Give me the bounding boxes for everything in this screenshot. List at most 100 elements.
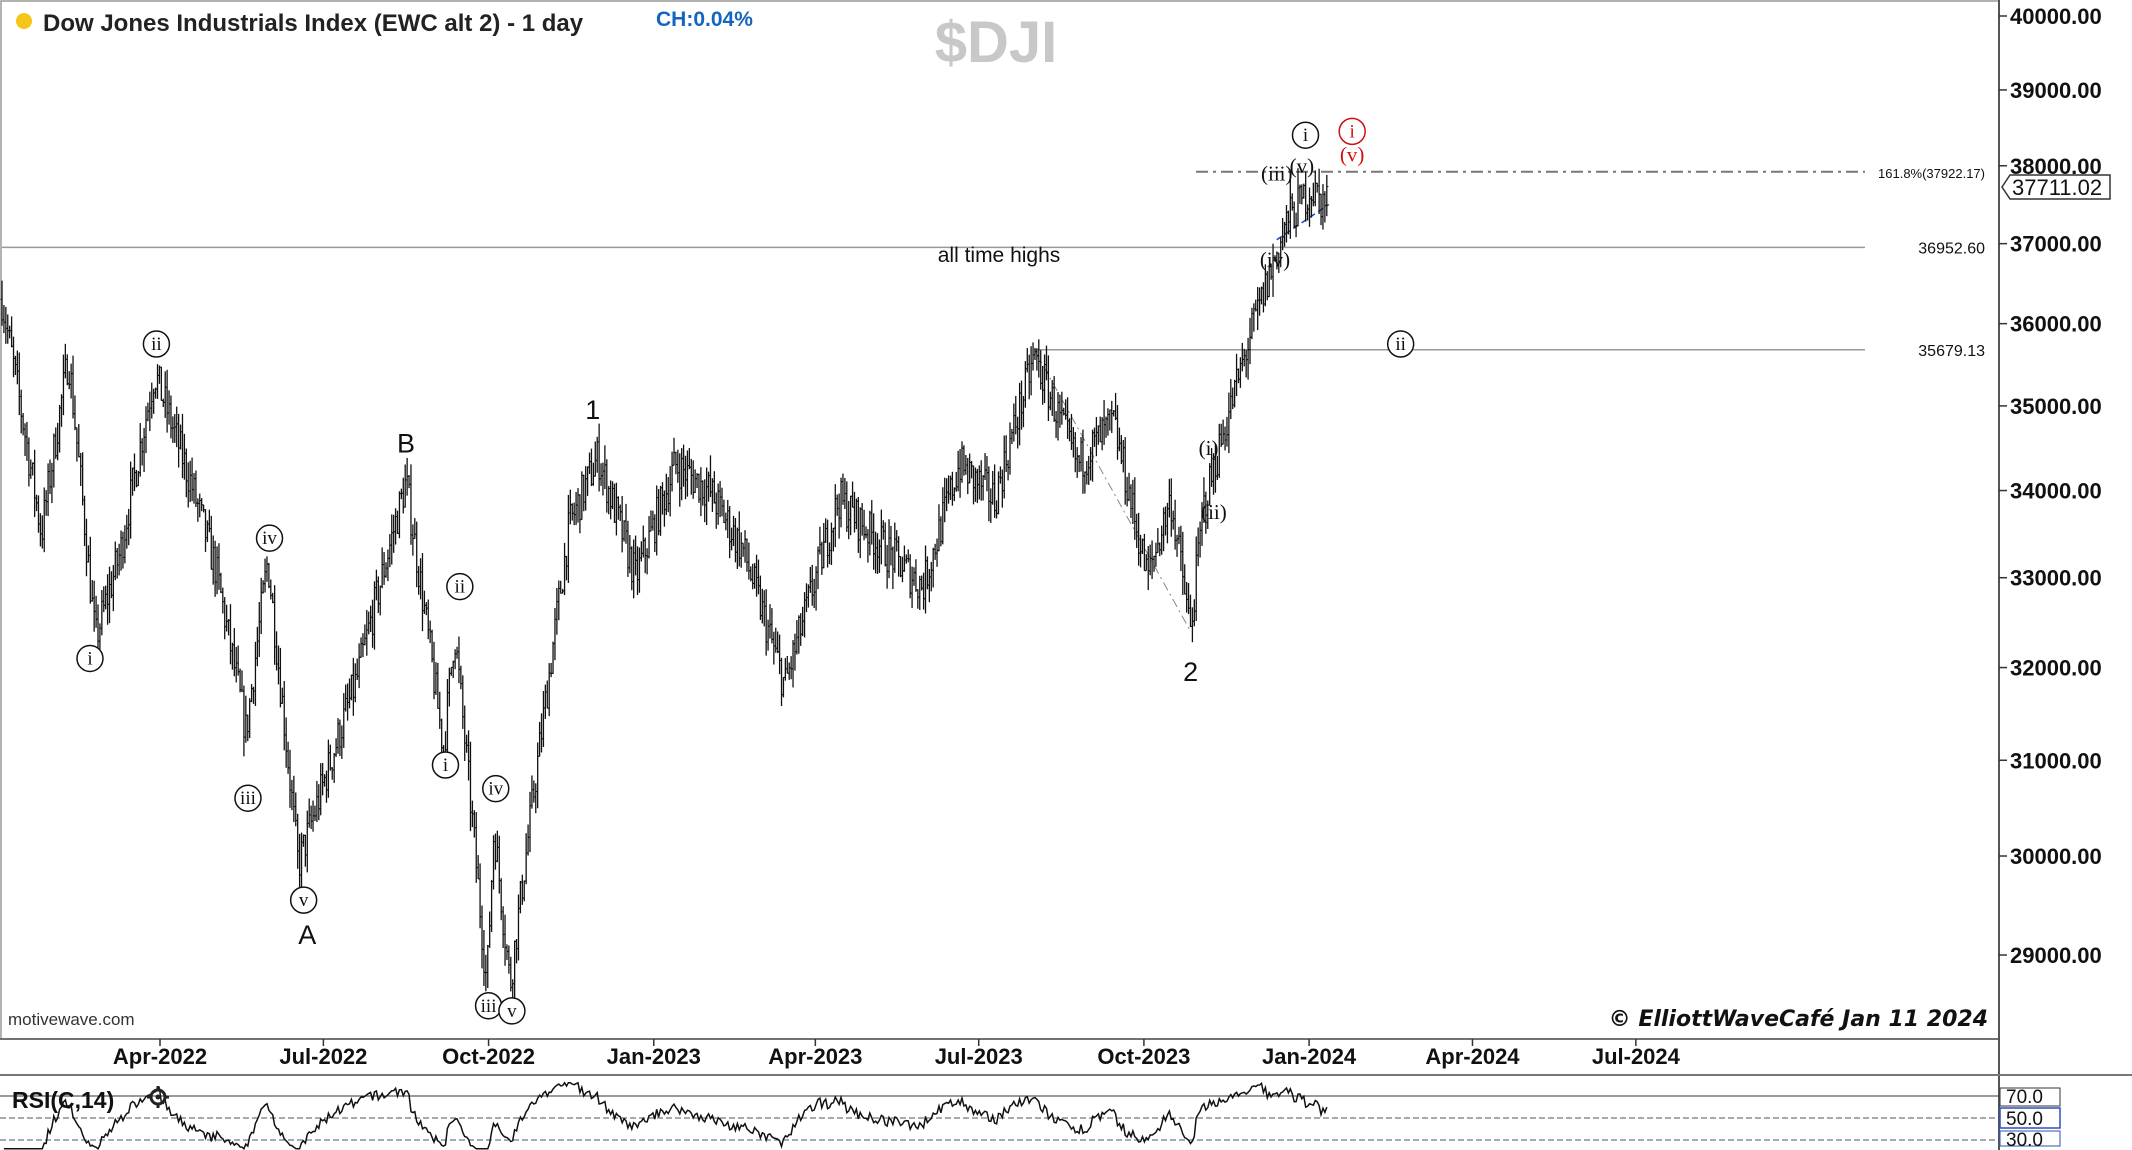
y-tick-label: 36000.00 <box>2010 312 2102 337</box>
source-watermark: motivewave.com <box>8 1010 135 1029</box>
wave-label-text: (i) <box>1199 436 1219 460</box>
y-tick-label: 31000.00 <box>2010 748 2102 773</box>
x-tick-label: Jul-2024 <box>1592 1044 1681 1069</box>
y-tick-label: 39000.00 <box>2010 78 2102 103</box>
wave-label-text: iv <box>488 779 503 800</box>
last-price-tag <box>2001 174 2111 200</box>
level-label: 161.8%(37922.17) <box>1878 166 1985 181</box>
rsi-level-70: 70.0 <box>2006 1087 2043 1108</box>
copyright-label: © ElliottWaveCafé Jan 11 2024 <box>1609 1007 1988 1032</box>
x-tick-label: Jan-2024 <box>1262 1044 1357 1069</box>
all-time-highs-label: all time highs <box>938 244 1061 267</box>
level-lines: 36952.60 35679.13 161.8%(37922.17) <box>2 166 1985 632</box>
change-percent: CH:0.04% <box>656 8 753 31</box>
wave-label: v <box>289 886 318 914</box>
y-tick-label: 34000.00 <box>2010 479 2102 504</box>
wave-label-text: (iii) <box>1261 161 1293 185</box>
wave-label-text: (iv) <box>1260 247 1290 271</box>
level-label: 36952.60 <box>1918 240 1985 257</box>
settings-gear-icon[interactable] <box>147 1086 169 1108</box>
wave-label-text: i <box>1303 125 1308 146</box>
wave-label: i <box>431 751 460 779</box>
wave-label-text: v <box>299 890 309 911</box>
price-axis: 29000.00 30000.00 31000.00 32000.00 33000.00… <box>1999 4 2102 968</box>
wave-label-text: ii <box>151 334 162 355</box>
rsi-line <box>3 1081 1328 1150</box>
chart-title: Dow Jones Industrials Index (EWC alt 2) … <box>43 10 584 37</box>
x-tick-label: Jul-2023 <box>935 1044 1023 1069</box>
rsi-30-box <box>1999 1130 2061 1147</box>
x-tick-label: Oct-2022 <box>442 1044 535 1069</box>
wave-label: (iii) <box>1261 161 1293 185</box>
wave-label: A <box>298 920 316 950</box>
wave-2-trendline <box>1033 349 1192 632</box>
wave-label-text: iii <box>240 788 256 809</box>
level-label: 35679.13 <box>1918 343 1985 360</box>
price-bars <box>0 168 1329 1004</box>
wave-label: iv <box>255 524 284 552</box>
y-tick-label: 33000.00 <box>2010 566 2102 591</box>
wave-label-text: 1 <box>585 395 600 425</box>
last-price-value: 37711.02 <box>2012 175 2102 200</box>
wedge-support-line <box>1276 203 1330 241</box>
x-tick-label: Apr-2022 <box>113 1044 207 1069</box>
rsi-50-box <box>1999 1107 2061 1129</box>
wave-label-text: ii <box>1395 334 1406 355</box>
y-tick-label: 35000.00 <box>2010 394 2102 419</box>
wave-label-text: ii <box>455 577 466 598</box>
wave-label-text: (ii) <box>1201 500 1227 524</box>
wave-label-text: (v) <box>1340 142 1365 166</box>
status-dot-icon <box>16 13 32 29</box>
y-tick-label: 30000.00 <box>2010 844 2102 869</box>
wave-label: (v) <box>1340 142 1365 166</box>
y-tick-label: 32000.00 <box>2010 656 2102 681</box>
wave-label-text: v <box>507 1001 517 1022</box>
wave-label-text: i <box>443 755 448 776</box>
rsi-70-box <box>1999 1087 2061 1107</box>
y-tick-label: 40000.00 <box>2010 4 2102 29</box>
wave-label: i <box>76 644 104 673</box>
wave-label: ii <box>1386 330 1415 358</box>
rsi-panel <box>0 1081 1999 1150</box>
wave-label: iii <box>234 784 262 812</box>
wave-label-text: i <box>87 648 92 669</box>
wave-label: (iv) <box>1260 247 1290 271</box>
wave-label: v <box>498 997 526 1025</box>
wave-label-text: (v) <box>1290 154 1315 178</box>
wave-label: (i) <box>1199 436 1219 460</box>
y-tick-label: 29000.00 <box>2010 943 2102 968</box>
wave-label-text: iii <box>481 996 497 1017</box>
wave-label: 2 <box>1183 657 1198 687</box>
wave-label: B <box>397 429 415 459</box>
x-tick-label: Jan-2023 <box>607 1044 701 1069</box>
wave-label: 1 <box>585 395 600 425</box>
ohlc-bar <box>1325 174 1329 217</box>
wave-label-text: B <box>397 429 415 459</box>
y-tick-label: 37000.00 <box>2010 232 2102 257</box>
rsi-label: RSI(C,14) <box>12 1087 114 1113</box>
x-tick-label: Apr-2024 <box>1425 1044 1520 1069</box>
rsi-level-30: 30.0 <box>2006 1130 2043 1150</box>
wave-label: ii <box>446 572 474 601</box>
x-tick-label: Jul-2022 <box>279 1044 367 1069</box>
wave-label: ii <box>142 330 171 358</box>
wave-label-text: A <box>298 920 316 950</box>
wave-label: iv <box>482 774 510 803</box>
symbol-watermark: $DJI <box>935 10 1058 75</box>
wave-label: i <box>1338 117 1366 146</box>
wave-label-text: iv <box>262 528 277 549</box>
wave-label: iii <box>474 992 503 1020</box>
x-tick-label: Apr-2023 <box>768 1044 862 1069</box>
wave-label: (v) <box>1290 154 1315 178</box>
wave-label-text: i <box>1350 121 1355 142</box>
wave-label-text: 2 <box>1183 657 1198 687</box>
wave-label: i <box>1291 121 1320 149</box>
wave-label: (ii) <box>1201 500 1227 524</box>
x-tick-label: Oct-2023 <box>1097 1044 1190 1069</box>
time-axis: Apr-2022 Jul-2022 Oct-2022 Jan-2023 Apr-2023… <box>113 1039 1681 1069</box>
rsi-level-50: 50.0 <box>2006 1109 2043 1130</box>
